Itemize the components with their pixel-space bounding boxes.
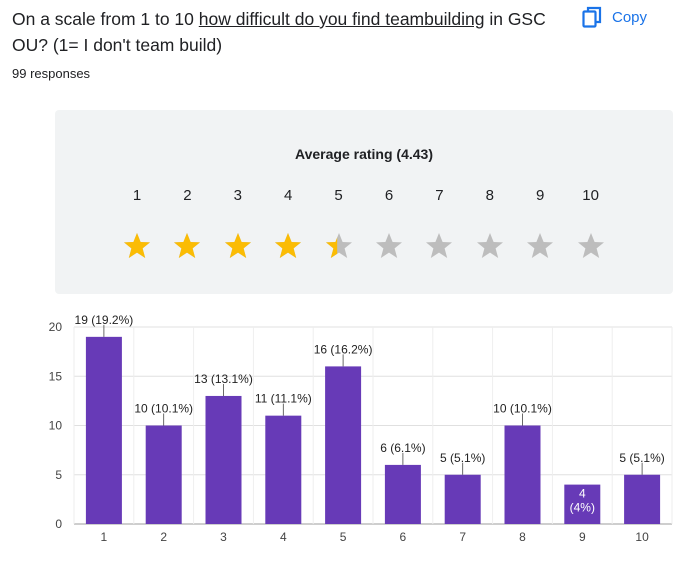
bar-2 [145,425,182,524]
scale-number-2: 2 [183,187,192,204]
data-label: 13 (13.1%) [194,372,253,386]
x-tick-label: 10 [635,530,649,544]
bar-5 [325,366,362,524]
data-label: 10 (10.1%) [134,402,193,416]
x-tick-label: 1 [101,530,108,544]
star-icon [426,233,453,258]
data-label: 16 (16.2%) [314,342,373,356]
scale-number-9: 9 [536,187,545,204]
x-tick-label: 4 [280,530,287,544]
star-icon [325,233,352,258]
scale-number-8: 8 [485,187,494,204]
question-text-start: On a scale from 1 to 10 [12,9,199,29]
data-label: 19 (19.2%) [75,313,134,327]
data-label: 5 (5.1%) [440,451,485,465]
copy-icon [582,6,602,28]
x-tick-label: 5 [340,530,347,544]
bar-8 [504,425,541,524]
scale-number-7: 7 [435,187,444,204]
star-icon [174,233,201,258]
star-icon [224,233,251,258]
y-tick-label: 5 [55,468,62,482]
data-label: 4 (4%) [570,487,595,515]
x-tick-label: 7 [459,530,466,544]
bar-10 [624,474,661,524]
copy-button[interactable]: Copy [582,4,647,30]
question-text-end: in GSC OU? (1= I don't team build) [12,9,546,55]
y-tick-label: 20 [49,320,63,334]
bar-4 [265,415,302,524]
y-tick-label: 10 [49,419,63,433]
star-icon [527,233,554,258]
y-tick-label: 15 [49,369,63,383]
bar-9 [564,484,601,524]
y-tick-label: 0 [55,517,62,531]
average-rating-title: Average rating (4.43) [295,146,433,162]
response-bar-chart: 0 5 10 15 20 19 (19.2%) 1 10 (10.1%) 2 13 (13.1%)… [49,313,673,544]
bar-6 [384,464,421,524]
scale-number-5: 5 [334,187,343,204]
x-tick-label: 2 [160,530,167,544]
scale-number-6: 6 [384,187,394,204]
x-tick-label: 3 [220,530,227,544]
average-rating-panel: Average rating (4.43) 1 2 3 4 5 6 7 8 9 10 [55,110,673,294]
scale-number-1: 1 [132,187,142,204]
response-count: 99 responses [12,66,91,81]
x-tick-label: 9 [579,530,586,544]
scale-number-10: 10 [582,187,599,204]
star-icon [275,233,302,258]
data-label: 5 (5.1%) [619,451,664,465]
star-icon [577,233,604,258]
scale-number-3: 3 [233,187,242,204]
data-label: 10 (10.1%) [493,402,552,416]
x-tick-label: 8 [519,530,526,544]
question-title: On a scale from 1 to 10 how difficult do… [12,6,572,58]
x-tick-label: 6 [400,530,407,544]
data-label: 6 (6.1%) [380,441,425,455]
star-icon [476,233,503,258]
scale-number-4: 4 [284,187,293,204]
bar-7 [444,474,481,524]
question-text-underlined: how difficult do you find teambuilding [198,9,485,29]
star-icon [376,233,402,258]
data-label: 11 (11.1%) [255,392,312,406]
bar-1 [85,336,122,524]
bar-3 [205,395,242,524]
star-icon [124,233,150,258]
copy-label: Copy [612,8,648,26]
